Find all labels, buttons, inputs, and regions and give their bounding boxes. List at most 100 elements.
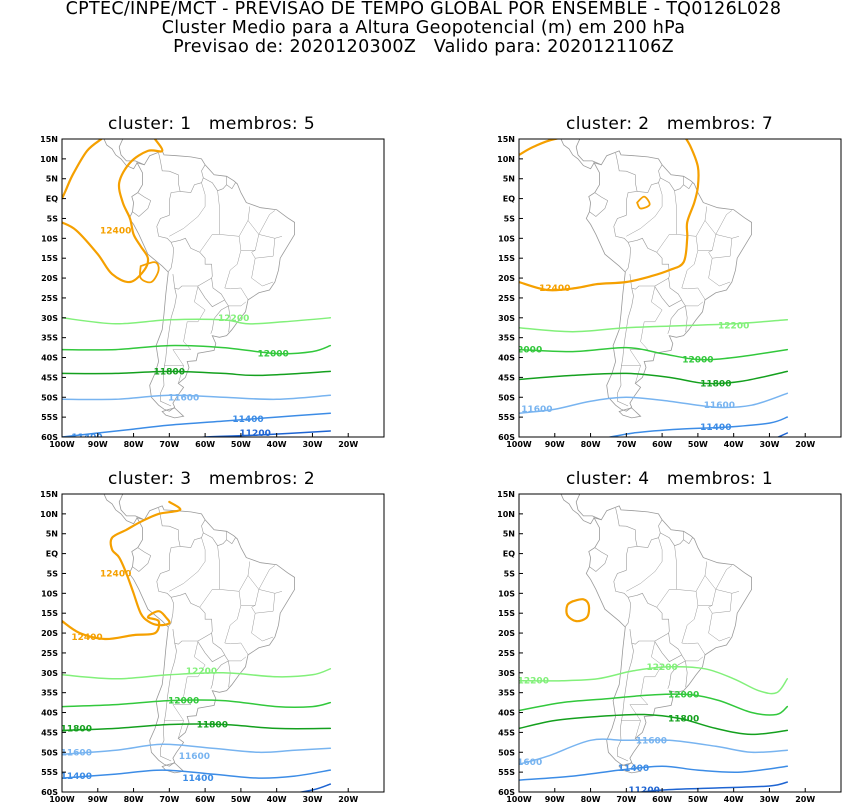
lon-label: 100W <box>506 440 532 449</box>
state-border <box>644 285 663 323</box>
country-border <box>615 507 638 571</box>
header-line-1: CPTEC/INPE/MCT - PREVISAO DE TEMPO GLOBA… <box>65 0 782 19</box>
lat-label: 45S <box>498 728 515 737</box>
contour-line <box>519 713 789 736</box>
contour-line <box>519 319 789 333</box>
contour-label: 11600 <box>521 405 552 415</box>
contour-label: 11800 <box>668 715 699 725</box>
contour-line <box>139 261 160 284</box>
country-border <box>683 182 693 190</box>
contour-line <box>62 317 332 325</box>
lon-label: 50W <box>231 440 251 449</box>
panel-2-title: cluster: 2 membros: 7 <box>566 114 774 134</box>
contour-label: 12000 <box>668 691 699 701</box>
contour-line <box>776 432 789 437</box>
lon-label: 90W <box>545 440 565 449</box>
lat-label: 50S <box>41 393 58 402</box>
contour-label: 11600 <box>636 736 667 746</box>
country-border <box>589 192 609 217</box>
lat-label: 40S <box>498 354 515 363</box>
coastline <box>585 150 752 412</box>
coastline-tierra-del-fuego <box>618 407 642 419</box>
country-border <box>637 519 663 548</box>
state-border <box>629 676 649 705</box>
contour-label: 12200 <box>186 667 217 677</box>
country-border <box>171 592 213 645</box>
country-border <box>203 531 227 547</box>
country-border <box>615 152 638 216</box>
lat-label: 5N <box>503 175 515 184</box>
coastline-caribbean <box>118 494 145 521</box>
lon-label: 50W <box>688 795 708 803</box>
coastline-caribbean <box>575 139 602 166</box>
lat-label: 50S <box>498 393 515 402</box>
lon-label: 40W <box>267 440 287 449</box>
lat-label: 35S <box>41 334 58 343</box>
state-border <box>708 238 733 287</box>
state-border <box>258 565 276 590</box>
country-border <box>203 176 227 192</box>
country-border <box>654 278 683 308</box>
lon-label: 60W <box>195 440 215 449</box>
lat-label: 15N <box>40 490 58 499</box>
state-border <box>251 605 256 614</box>
lat-label: 55S <box>498 413 515 422</box>
lon-label: 100W <box>49 795 75 803</box>
country-border <box>171 237 213 290</box>
lon-label: 30W <box>302 795 322 803</box>
lat-label: 40S <box>41 709 58 718</box>
lon-label: 20W <box>338 795 358 803</box>
country-border <box>197 278 226 308</box>
lon-label: 70W <box>159 440 179 449</box>
state-border <box>704 575 717 606</box>
header-line-2: Cluster Medio para a Altura Geopotencial… <box>161 18 686 38</box>
contour-label: 12400 <box>539 284 570 294</box>
state-border <box>708 250 713 259</box>
state-border <box>251 238 276 287</box>
state-border <box>715 234 740 239</box>
lat-label: EQ <box>503 195 515 204</box>
lon-label: 80W <box>581 440 601 449</box>
lat-label: 5S <box>47 214 59 223</box>
lat-label: 30S <box>498 314 515 323</box>
state-border <box>238 561 251 592</box>
lat-label: 10N <box>497 155 515 164</box>
lat-label: 60S <box>41 788 58 797</box>
contour-line <box>519 738 789 765</box>
map-panel-4: 1220012200120001180016001160011400112001… <box>497 490 842 803</box>
map-panel-3: 12400 12400 12200 12000 11800 11800 11600 11600… <box>40 490 385 803</box>
contour-line <box>194 430 332 437</box>
coastline-central-america <box>547 494 595 525</box>
figure-header: CPTEC/INPE/MCT - PREVISAO DE TEMPO GLOBA… <box>0 0 847 57</box>
state-border <box>228 301 247 307</box>
lat-label: 25S <box>41 294 58 303</box>
country-border <box>180 164 206 193</box>
state-border <box>685 301 704 307</box>
lat-label: 55S <box>498 768 515 777</box>
country-border <box>660 176 684 192</box>
contour-label: 12000 <box>168 697 199 707</box>
lat-label: 35S <box>41 689 58 698</box>
coastline-central-america <box>90 139 138 170</box>
contour-line <box>519 665 789 695</box>
lon-label: 80W <box>581 795 601 803</box>
contour-label: 12200 <box>218 314 249 324</box>
state-border <box>635 720 641 739</box>
lat-label: 5S <box>47 569 59 578</box>
country-border <box>224 655 229 662</box>
lat-label: 60S <box>498 433 515 442</box>
country-border <box>617 642 634 762</box>
lon-label: 40W <box>724 795 744 803</box>
state-border <box>258 589 283 594</box>
lat-label: 15S <box>498 254 515 263</box>
state-border <box>258 234 283 239</box>
lon-label: 50W <box>688 440 708 449</box>
state-border <box>715 210 733 235</box>
country-border <box>667 660 686 689</box>
contour-label: 11800 <box>197 721 228 731</box>
coastline-tierra-del-fuego <box>161 407 185 419</box>
lat-label: 40S <box>41 354 58 363</box>
country-border <box>613 215 631 272</box>
state-border <box>169 182 206 237</box>
